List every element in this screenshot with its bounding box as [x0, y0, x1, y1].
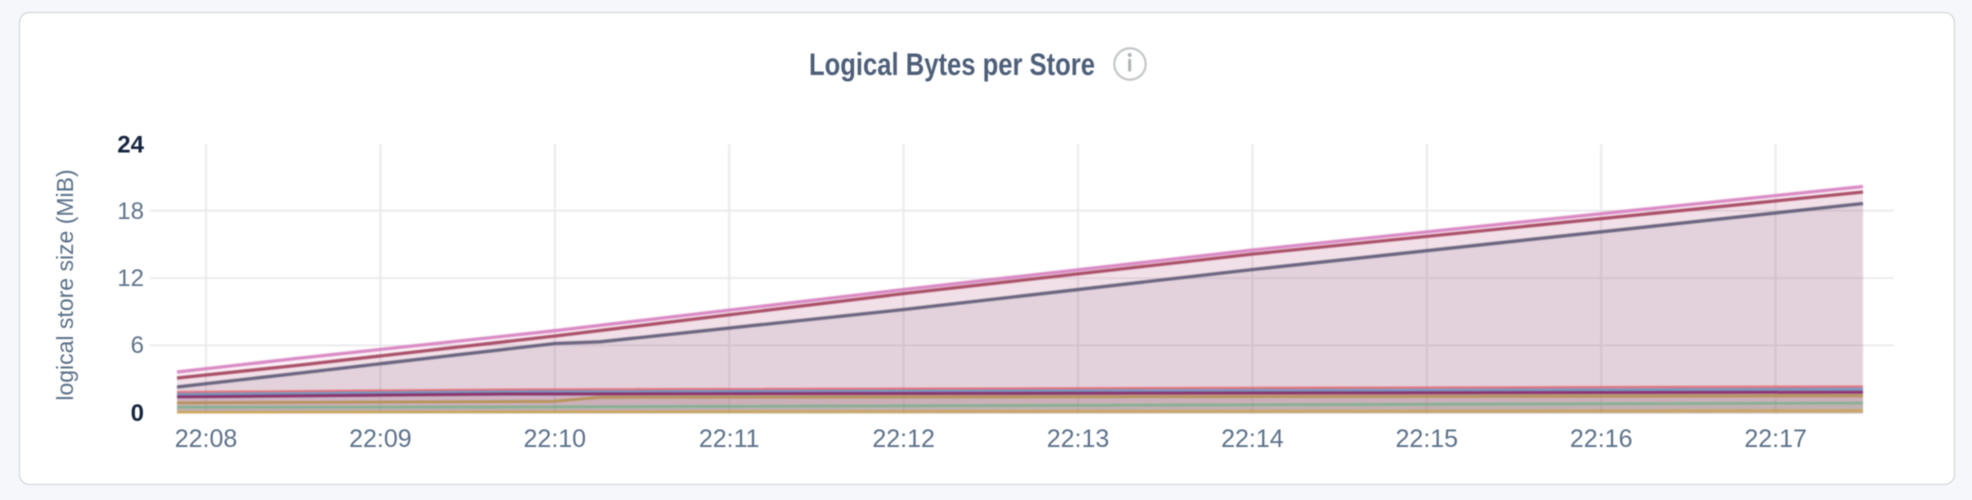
svg-text:24: 24 [117, 132, 144, 159]
svg-text:12: 12 [117, 265, 144, 292]
svg-text:logical store size (MiB): logical store size (MiB) [52, 169, 78, 400]
svg-text:0: 0 [131, 400, 144, 427]
svg-text:22:16: 22:16 [1570, 425, 1633, 453]
svg-text:22:14: 22:14 [1221, 425, 1284, 453]
svg-text:22:10: 22:10 [524, 425, 587, 453]
svg-text:22:12: 22:12 [872, 425, 935, 453]
svg-text:6: 6 [131, 332, 144, 359]
svg-text:Logical Bytes per Store: Logical Bytes per Store [809, 46, 1095, 82]
svg-text:22:08: 22:08 [175, 425, 238, 453]
svg-text:22:13: 22:13 [1047, 425, 1110, 453]
svg-text:22:17: 22:17 [1744, 425, 1807, 453]
svg-text:22:09: 22:09 [349, 425, 412, 453]
svg-text:18: 18 [117, 198, 144, 225]
svg-text:22:15: 22:15 [1396, 425, 1459, 453]
svg-text:22:11: 22:11 [699, 425, 760, 453]
